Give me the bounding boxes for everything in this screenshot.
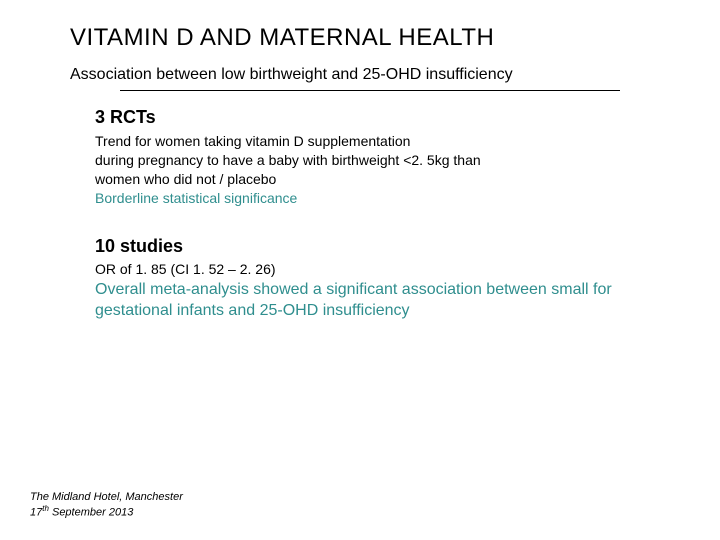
footer-date-day: 17 [30, 507, 42, 519]
section1-line3: women who did not / placebo [95, 170, 660, 189]
divider-line [120, 90, 620, 91]
section1-heading: 3 RCTs [95, 107, 720, 128]
footer-venue: The Midland Hotel, Manchester [30, 490, 183, 504]
footer-date-rest: September 2013 [49, 507, 133, 519]
section1-line2: during pregnancy to have a baby with bir… [95, 151, 660, 170]
slide-subtitle: Association between low birthweight and … [70, 66, 720, 84]
section2-stat: OR of 1. 85 (CI 1. 52 – 2. 26) [95, 261, 720, 277]
slide-title: VITAMIN D AND MATERNAL HEALTH [70, 24, 720, 52]
footer-date-ordinal: th [42, 504, 49, 513]
slide-container: VITAMIN D AND MATERNAL HEALTH Associatio… [0, 0, 720, 322]
section1-line1: Trend for women taking vitamin D supplem… [95, 132, 660, 151]
section2-heading: 10 studies [95, 236, 720, 257]
section2-conclusion: Overall meta-analysis showed a significa… [95, 279, 690, 322]
spacer [0, 208, 720, 236]
footer: The Midland Hotel, Manchester 17th Septe… [30, 490, 183, 520]
footer-date: 17th September 2013 [30, 504, 183, 520]
section1-line4: Borderline statistical significance [95, 189, 660, 208]
